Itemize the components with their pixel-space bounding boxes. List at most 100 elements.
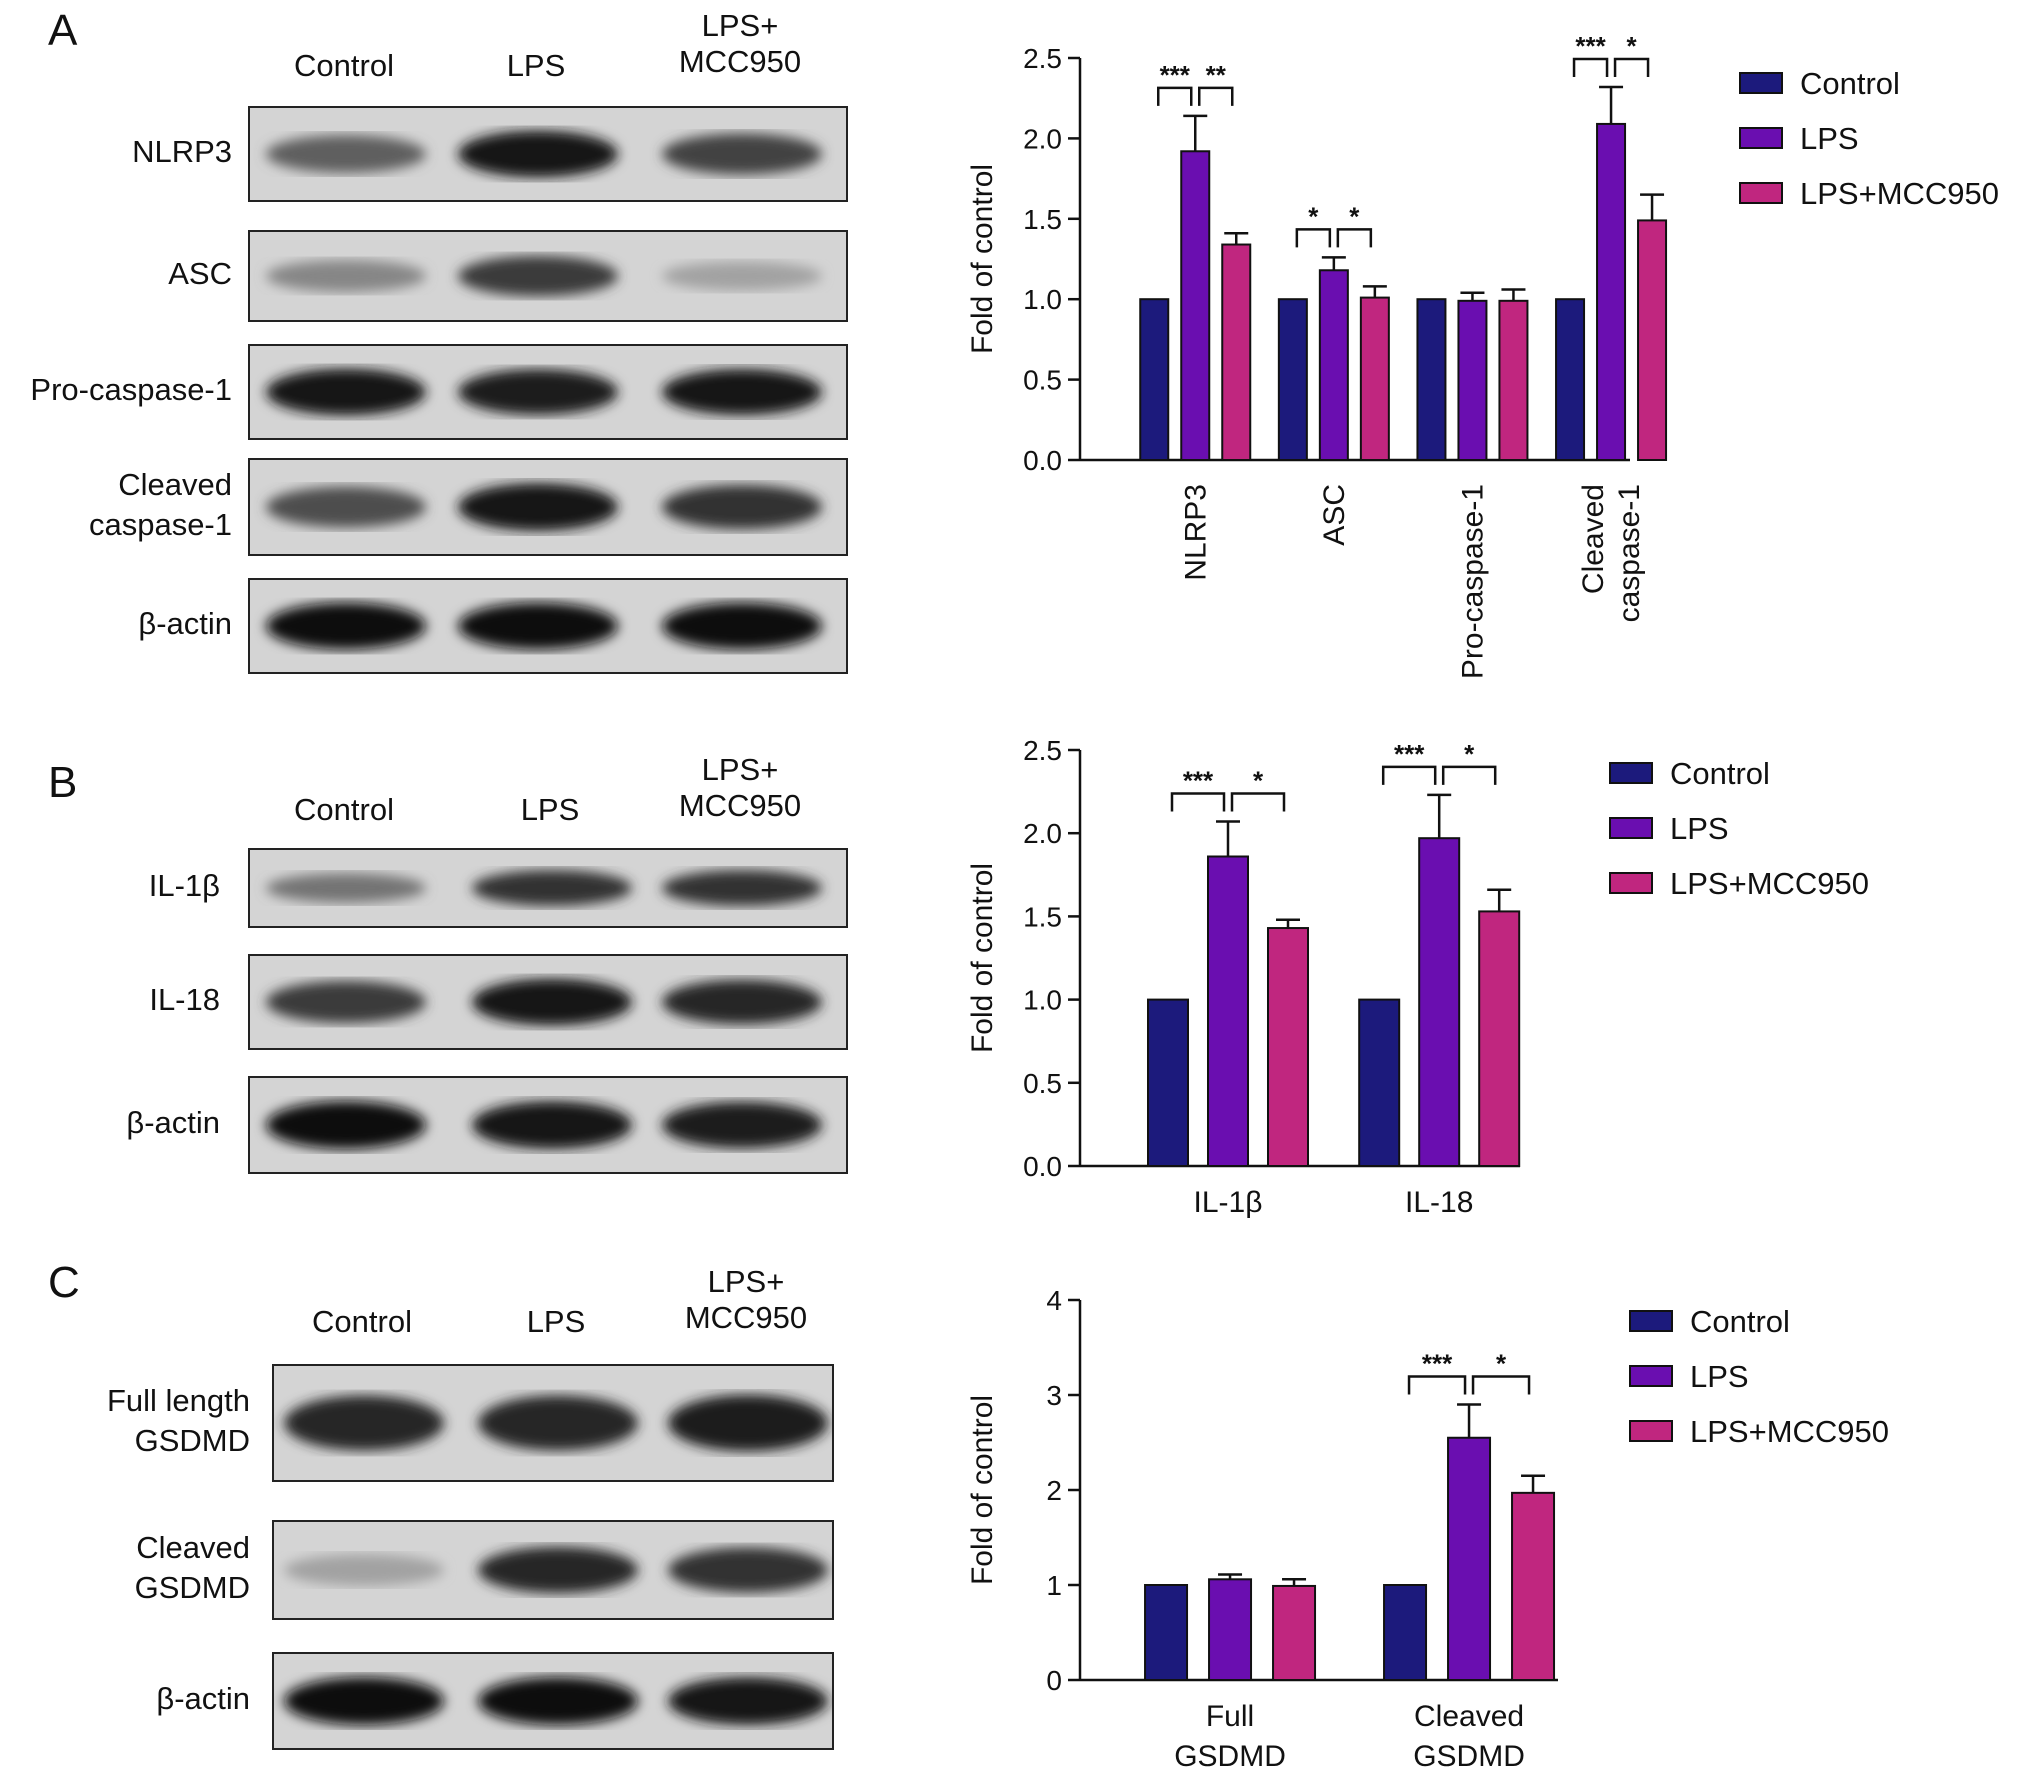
y-tick-label: 1.5 [1023,901,1062,932]
category-label-pro-caspase-1: Pro-caspase-1 [1456,484,1489,679]
blot-strip-actin [248,1076,848,1174]
lane-label-lps-mcc950: LPS+ MCC950 [684,1264,808,1335]
blot-row-label-cleaved-caspase-1: Cleaved caspase-1 [88,467,232,542]
bar-lps-cleaved-caspase-1 [1596,122,1627,461]
panel-letter-c: C [48,1258,80,1307]
bar-lps-mcc950-full-gsdmd [1272,1584,1317,1682]
bar-chart-gsdmd: 0 1 2 3 4 Fold of control *** * Full GSDMD Cleaved… [930,1275,2030,1790]
band-pro-caspase-1-lane-2 [458,369,618,415]
band-actin-lane-3 [662,1101,822,1149]
blot-row-label-pro-caspase-1: Pro-caspase-1 [30,372,232,407]
blot-row-label-asc: ASC [168,256,232,291]
band-actin-lane-2 [472,1101,632,1149]
y-tick-label: 0 [1046,1665,1062,1696]
legend-label-control: Control [1800,66,1900,101]
band-cleaved-gsdmd-lane-2 [478,1546,638,1594]
blot-strip-il-1 [248,848,848,928]
bar-control-il-18 [1358,998,1401,1167]
significance-label: *** [1394,739,1425,769]
significance-label: * [1308,201,1319,231]
bar-control-cleaved-caspase-1 [1555,298,1586,462]
bar-control-nlrp3 [1139,298,1170,462]
blot-row-label-actin: β-actin [156,1681,250,1716]
bar-lps-mcc950-il-18 [1478,910,1521,1167]
band-il-1-lane-3 [662,870,822,906]
significance-bracket [1336,228,1373,248]
y-tick-label: 4 [1046,1285,1062,1316]
bar-lps-mcc950-cleaved-caspase-1 [1637,219,1668,461]
blot-strip-pro-caspase-1 [248,344,848,440]
significance-label: * [1496,1349,1507,1379]
band-full-length-gsdmd-lane-1 [284,1395,444,1451]
band-nlrp3-lane-2 [458,130,618,178]
band-pro-caspase-1-lane-3 [662,368,822,416]
band-actin-lane-3 [662,602,822,650]
band-pro-caspase-1-lane-1 [266,368,426,416]
y-tick-label: 2 [1046,1475,1062,1506]
band-asc-lane-3 [662,261,822,291]
band-il-18-lane-2 [472,978,632,1026]
significance-bracket [1407,1375,1467,1395]
bar-lps-mcc950-il-1 [1267,927,1309,1167]
legend-swatch-lps [1739,127,1783,149]
bar-chart-inflammasome: 0.0 0.5 1.0 1.5 2.0 2.5 Fold of control *** ** * *… [930,30,2030,735]
significance-bracket [1295,228,1332,248]
legend-label-lps: LPS [1800,121,1859,156]
lane-label-lps-mcc950: LPS+ MCC950 [678,752,802,823]
band-nlrp3-lane-3 [662,133,822,175]
blot-strip-actin [272,1652,834,1750]
lane-label-control: Control [312,1304,412,1339]
significance-bracket [1230,792,1286,812]
blot-row-label-cleaved-gsdmd: Cleaved GSDMD [134,1530,250,1605]
lane-label-lps: LPS [506,48,566,83]
blot-strip-full-length-gsdmd [272,1364,834,1482]
significance-bracket [1471,1375,1531,1395]
significance-label: * [1253,766,1264,796]
significance-label: *** [1422,1349,1453,1379]
y-tick-label: 2.0 [1023,818,1062,849]
bar-lps-pro-caspase-1 [1457,299,1488,462]
significance-label: *** [1575,31,1606,61]
significance-bracket [1170,792,1226,812]
legend-label-lps: LPS [1670,811,1729,846]
y-tick-label: 1.0 [1023,985,1062,1016]
blot-row-label-il-18: IL-18 [149,982,220,1017]
legend-label-control: Control [1690,1304,1790,1339]
legend-swatch-lps-mcc950 [1629,1420,1673,1442]
legend-swatch-lps-mcc950 [1609,872,1653,894]
band-actin-lane-2 [458,602,618,650]
legend-label-control: Control [1670,756,1770,791]
legend-swatch-control [1629,1310,1673,1332]
category-label-cleaved-gsdmd: Cleaved GSDMD [1413,1700,1525,1773]
legend-label-lps-mcc950: LPS+MCC950 [1690,1414,1889,1449]
bar-control-il-1 [1147,998,1189,1167]
category-label-il-18: IL-18 [1405,1186,1473,1219]
significance-label: *** [1160,60,1191,90]
blot-row-label-il-1: IL-1β [148,868,220,903]
significance-label: *** [1183,766,1214,796]
lane-label-lps: LPS [520,792,580,827]
bar-lps-mcc950-pro-caspase-1 [1498,299,1529,462]
blot-strip-cleaved-gsdmd [272,1520,834,1620]
blot-strip-cleaved-caspase-1 [248,458,848,556]
band-actin-lane-1 [266,1100,426,1150]
band-asc-lane-1 [266,259,426,293]
y-tick-label: 2.5 [1023,43,1062,74]
band-cleaved-caspase-1-lane-1 [266,486,426,528]
significance-bracket [1381,765,1437,785]
legend-swatch-lps-mcc950 [1739,182,1783,204]
blot-strip-nlrp3 [248,106,848,202]
bar-lps-il-1 [1207,855,1249,1167]
significance-bracket [1613,57,1650,77]
y-tick-label: 1 [1046,1570,1062,1601]
lane-label-lps: LPS [526,1304,586,1339]
band-nlrp3-lane-1 [266,135,426,173]
legend-swatch-lps [1609,817,1653,839]
bar-control-pro-caspase-1 [1416,298,1447,462]
significance-bracket [1157,86,1193,106]
bar-control-asc [1277,298,1308,462]
category-label-full-gsdmd: Full GSDMD [1174,1700,1286,1773]
y-axis-label: Fold of control [966,863,999,1053]
band-il-1-lane-2 [472,870,632,906]
category-label-asc: ASC [1318,484,1351,546]
